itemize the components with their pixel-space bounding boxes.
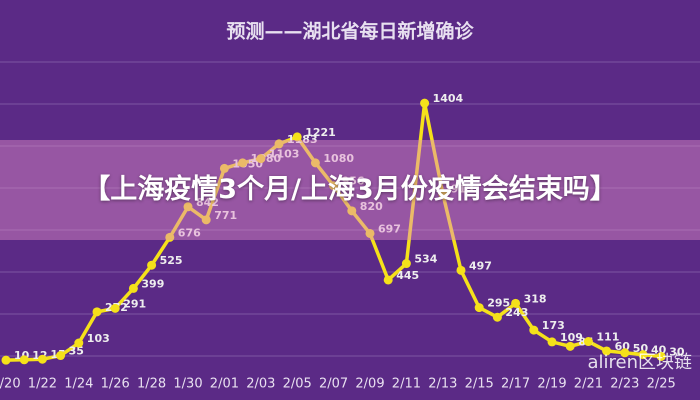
point: [56, 351, 66, 361]
point: [128, 283, 138, 293]
point: [238, 158, 248, 168]
x-tick-label: 1/30: [173, 377, 202, 392]
x-tick-label: 2/09: [355, 377, 384, 392]
point: [383, 275, 393, 285]
x-tick-label: 2/05: [283, 377, 312, 392]
x-tick-label: 2/07: [319, 377, 348, 392]
point: [347, 206, 357, 216]
x-tick-label: 2/17: [501, 377, 530, 392]
point: [511, 298, 521, 308]
value-label: 497: [469, 259, 492, 272]
x-tick-label: 1/26: [101, 377, 130, 392]
x-tick-label: 1/28: [137, 377, 166, 392]
value-label: 913: [451, 183, 474, 196]
point: [420, 98, 430, 108]
x-tick-label: 2/03: [246, 377, 275, 392]
point: [602, 346, 612, 356]
point: [365, 228, 375, 238]
point: [74, 338, 84, 348]
point: [37, 354, 47, 364]
point: [292, 132, 302, 142]
x-tick-label: 2/11: [392, 377, 421, 392]
point: [19, 355, 29, 365]
point: [201, 215, 211, 225]
x-tick-label: 2/15: [465, 377, 494, 392]
point: [583, 337, 593, 347]
x-tick-label: 2/25: [647, 377, 676, 392]
point: [529, 325, 539, 335]
value-label: 109: [560, 331, 583, 344]
x-tick-label: 2/21: [574, 377, 603, 392]
x-tick-label: 2/01: [210, 377, 239, 392]
point: [565, 341, 575, 351]
point: [401, 259, 411, 269]
value-label: 676: [178, 226, 201, 239]
value-label: 534: [414, 253, 437, 266]
banner: 【上海疫情3个月/上海3月份疫情会结束吗】: [0, 140, 700, 240]
value-label: 1221: [305, 126, 336, 139]
point: [256, 154, 266, 164]
headline: 【上海疫情3个月/上海3月份疫情会结束吗】: [83, 174, 617, 205]
point: [638, 350, 648, 360]
point: [183, 202, 193, 212]
point: [456, 265, 466, 275]
point: [165, 232, 175, 242]
value-label: 842: [196, 196, 219, 209]
chart-title: 预测——湖北省每日新增确诊: [226, 20, 474, 43]
value-label: 35: [69, 345, 84, 358]
value-label: 173: [542, 319, 565, 332]
value-label: 1404: [433, 92, 464, 105]
x-tick-label: 2/23: [610, 377, 639, 392]
value-label: 1103: [269, 148, 300, 161]
value-label: 103: [87, 332, 110, 345]
point: [620, 348, 630, 358]
value-label: 111: [596, 331, 619, 344]
value-label: 295: [487, 297, 510, 310]
value-label: 820: [360, 200, 383, 213]
value-label: 956: [342, 175, 365, 188]
x-tick-label: 2/13: [428, 377, 457, 392]
value-label: 697: [378, 222, 401, 235]
value-label: 399: [141, 277, 164, 290]
point: [310, 158, 320, 168]
point: [1, 355, 11, 365]
value-label: 291: [123, 297, 146, 310]
watermark: aliren区块链: [587, 352, 692, 373]
point: [547, 337, 557, 347]
point: [438, 189, 448, 199]
point: [474, 303, 484, 313]
x-tick-label: 1/22: [28, 377, 57, 392]
value-label: 243: [505, 306, 528, 319]
value-label: 525: [160, 254, 183, 267]
value-label: 1080: [323, 152, 354, 165]
point: [110, 303, 120, 313]
value-label: 30: [669, 345, 685, 358]
x-tick-label: 1/20: [0, 377, 21, 392]
point: [329, 181, 339, 191]
x-tick-label: 1/24: [64, 377, 93, 392]
point: [92, 307, 102, 317]
value-label: 445: [396, 269, 419, 282]
value-label: 771: [214, 209, 237, 222]
point: [274, 139, 284, 149]
point: [147, 260, 157, 270]
point: [219, 163, 229, 173]
point: [492, 312, 502, 322]
value-label: 318: [524, 292, 547, 305]
x-tick-label: 2/19: [537, 377, 566, 392]
point: [656, 351, 666, 361]
